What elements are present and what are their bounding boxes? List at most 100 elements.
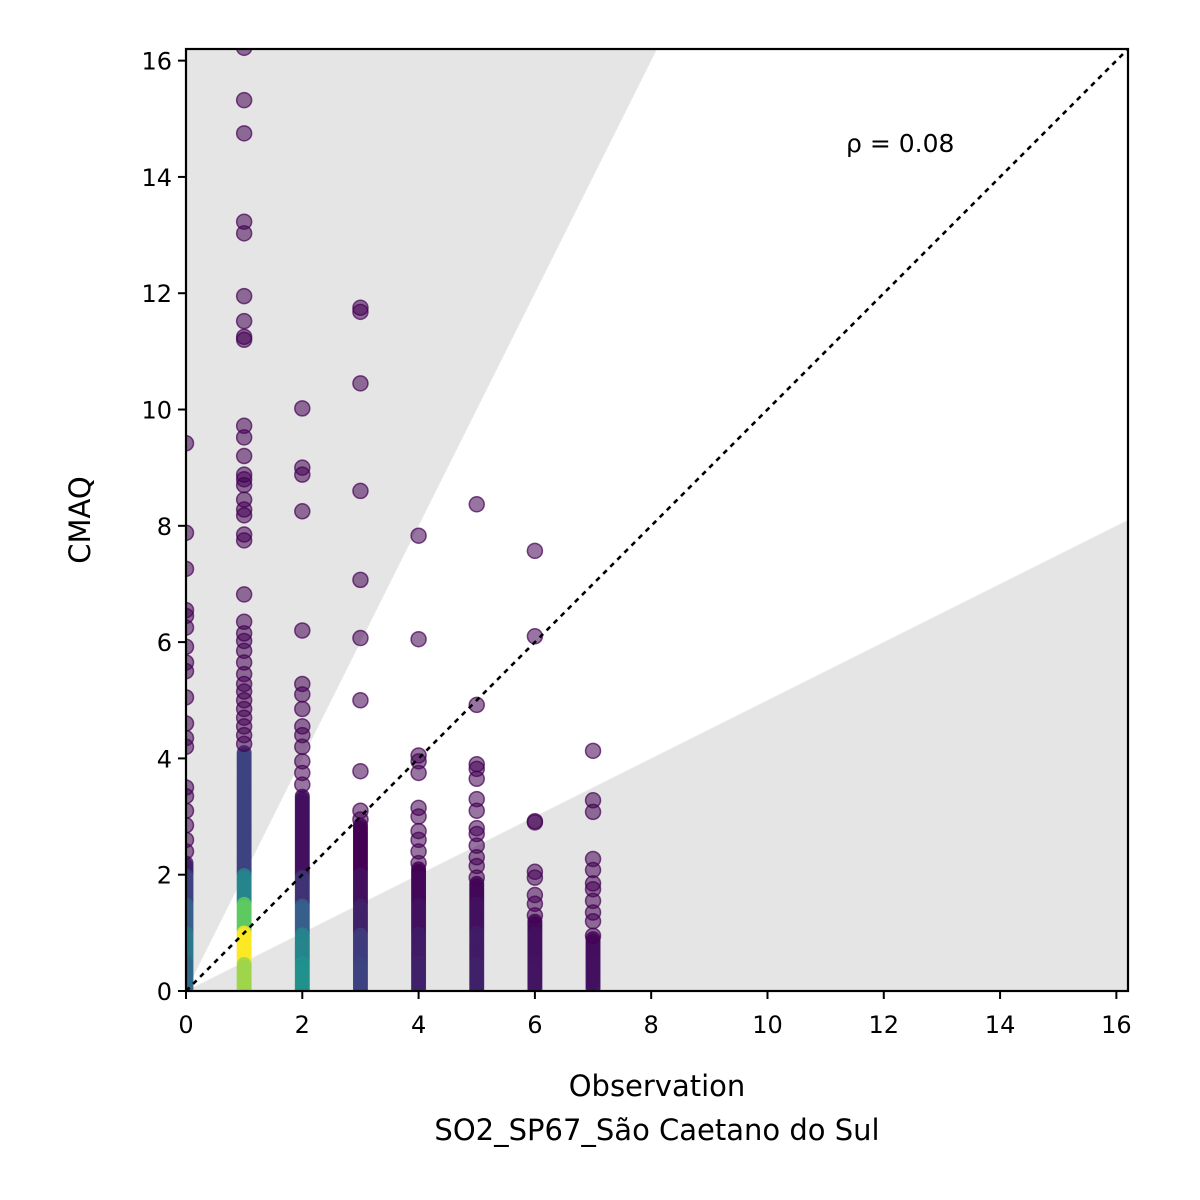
point [294,982,310,991]
point [186,560,195,578]
point [294,738,311,756]
point [410,527,427,544]
point [186,802,195,819]
point [235,49,253,57]
data-points [186,49,602,991]
y-tick-label: 0 [157,978,172,1006]
point [236,983,252,991]
y-tick-label: 10 [141,397,172,425]
obs-group-1 [235,49,253,991]
point [294,622,311,639]
obs-group-6 [526,542,544,991]
correlation-annotation: ρ = 0.08 [846,129,954,158]
y-tick-label: 2 [157,862,172,890]
point [294,700,311,718]
x-tick-label: 6 [527,1011,542,1039]
y-axis: 0 2 4 6 8 10 12 14 16 [141,48,186,1006]
point [294,776,311,793]
point [468,869,485,886]
x-tick-label: 2 [295,1011,310,1039]
x-tick-label: 10 [752,1011,783,1039]
point [235,287,253,305]
point [294,686,311,703]
point [526,814,544,831]
point [352,303,369,321]
y-tick-label: 4 [157,745,172,773]
y-axis-label: CMAQ [63,476,97,563]
point [294,503,311,520]
point [584,803,602,821]
point [352,811,369,828]
point [352,629,369,647]
obs-group-3 [352,299,369,991]
point [410,630,427,648]
point [186,689,195,706]
point [235,312,253,330]
point [294,466,311,483]
point [468,802,485,819]
point [186,715,195,732]
plot-frame [184,47,1130,993]
point [584,912,602,930]
point [235,532,253,549]
point [235,125,253,142]
point [352,375,369,392]
x-tick-label: 16 [1101,1011,1132,1039]
point [352,982,368,991]
one-to-one-line [185,48,1129,992]
point [235,91,253,109]
point [468,496,485,513]
point [235,507,253,524]
point [186,787,195,805]
x-tick-label: 14 [985,1011,1016,1039]
x-axis-label: Observation [569,1069,746,1103]
point [186,738,195,756]
point [468,696,485,714]
x-axis-sublabel: SO2_SP67_São Caetano do Sul [434,1113,879,1147]
point [186,843,195,860]
point [526,869,544,886]
point [352,482,369,500]
x-tick-label: 8 [644,1011,659,1039]
obs-group-0 [186,434,195,991]
point [235,735,253,753]
point [235,586,253,603]
point [585,980,601,991]
obs-group-4 [410,527,427,991]
y-tick-label: 8 [157,513,172,541]
point [186,817,195,834]
point [186,638,195,656]
x-tick-label: 12 [869,1011,900,1039]
x-tick-label: 4 [411,1011,426,1039]
point [527,981,543,991]
point [235,429,253,446]
y-tick-label: 16 [141,48,172,76]
point [469,983,485,991]
y-tick-label: 14 [141,164,172,192]
obs-group-2 [294,400,311,991]
point [411,981,427,991]
point [186,662,195,680]
x-tick-label: 0 [178,1011,193,1039]
point [468,770,485,788]
point [186,434,195,452]
point [235,225,253,242]
point [410,764,427,782]
point [526,542,544,560]
point [352,571,369,589]
point [526,907,544,924]
point [410,854,427,872]
point [294,400,311,417]
obs-group-7 [584,742,602,991]
y-tick-label: 12 [141,280,172,308]
y-tick-label: 6 [157,629,172,657]
point [235,476,253,494]
point [352,762,369,780]
x-axis: 0 2 4 6 8 10 12 14 16 [178,991,1132,1039]
point [186,619,195,636]
point [186,524,195,542]
point [410,808,427,825]
point [584,927,602,945]
point [584,742,602,760]
